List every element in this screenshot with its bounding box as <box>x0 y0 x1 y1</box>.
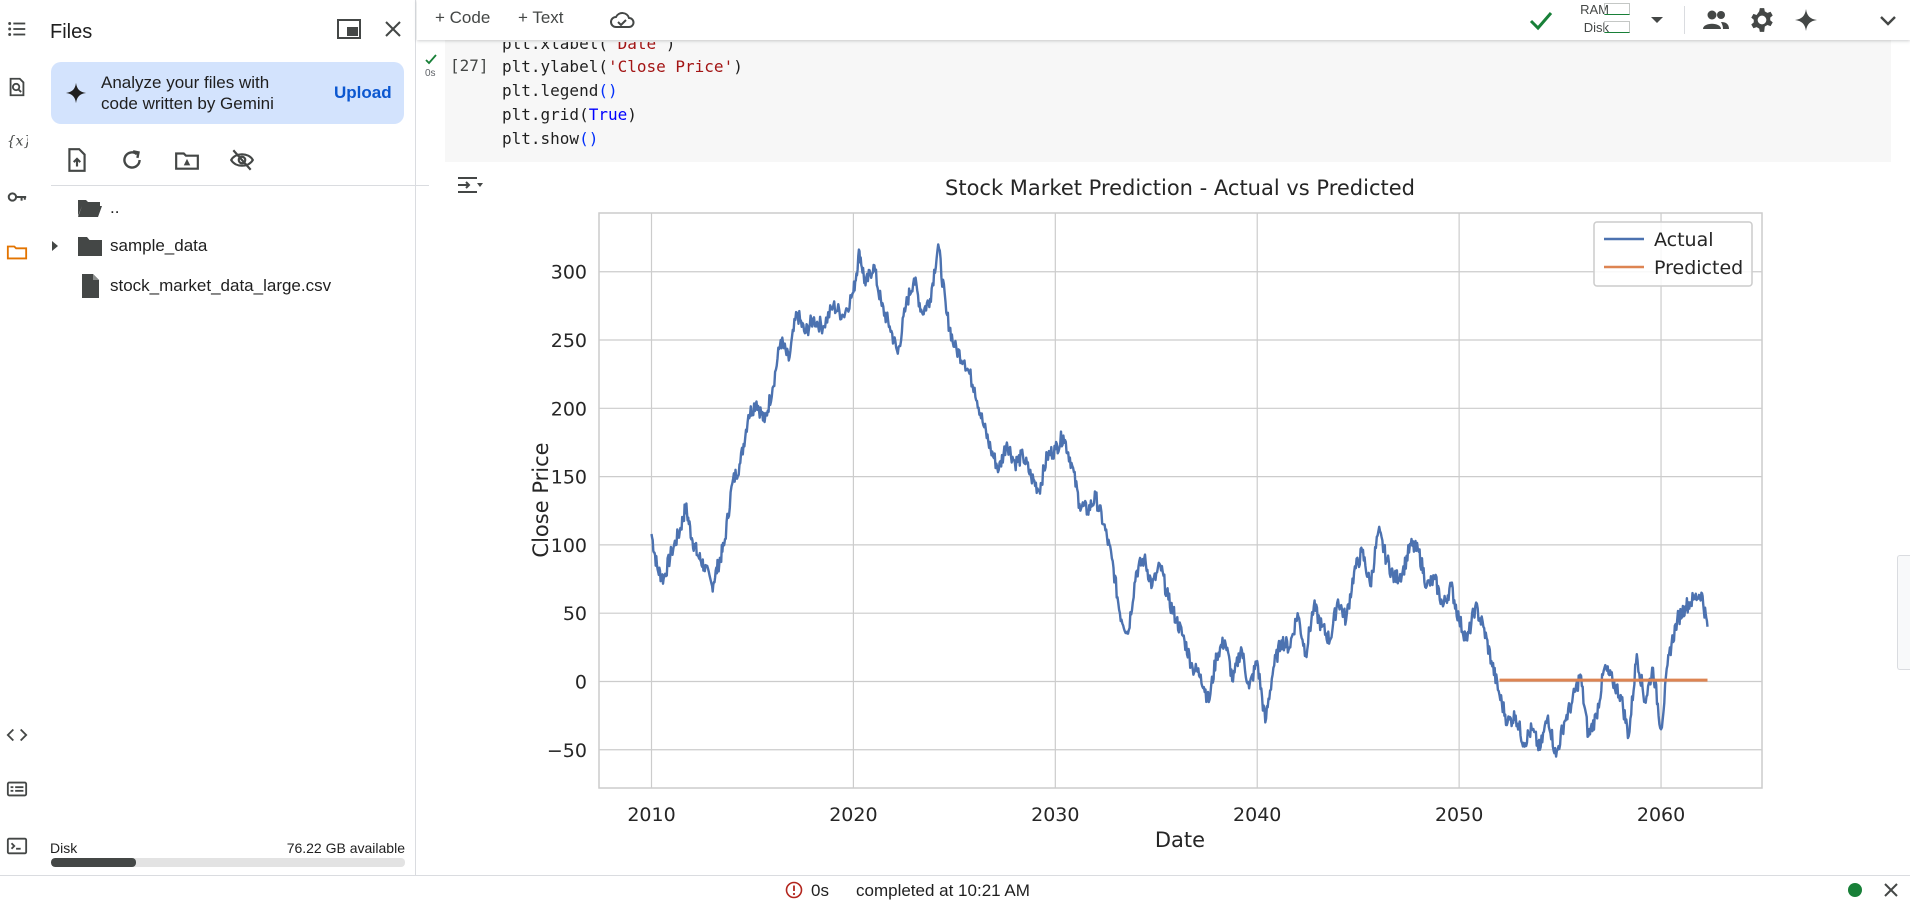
execution-count[interactable]: [27] <box>450 56 489 75</box>
chart-legend: Actual Predicted <box>1593 221 1753 287</box>
y-tick-label: 250 <box>551 330 587 352</box>
gear-icon[interactable] <box>1748 6 1776 34</box>
gemini-spark-icon <box>65 82 87 104</box>
x-tick-label: 2030 <box>1031 804 1079 826</box>
expand-caret-icon[interactable] <box>48 239 62 253</box>
table-of-contents-icon[interactable] <box>2 14 32 44</box>
ram-usage-sparkline <box>1604 3 1630 15</box>
scrollbar-thumb[interactable] <box>1897 555 1910 670</box>
disk-label-toolbar: Disk <box>1583 20 1609 35</box>
error-circle-icon[interactable] <box>785 881 803 899</box>
x-tick-label: 2050 <box>1435 804 1483 826</box>
x-tick-label: 2010 <box>627 804 675 826</box>
y-axis-label: Close Price <box>529 442 553 557</box>
status-bar: 0s completed at 10:21 AM <box>0 875 1910 902</box>
command-palette-icon[interactable] <box>2 774 32 804</box>
y-tick-label: 300 <box>551 262 587 284</box>
x-tick-label: 2020 <box>829 804 877 826</box>
secrets-key-icon[interactable] <box>2 182 32 212</box>
run-success-check-icon <box>425 54 437 65</box>
connection-status-dot <box>1848 883 1862 897</box>
status-run-time: 0s <box>811 881 829 900</box>
cloud-saved-icon[interactable] <box>608 6 636 34</box>
mount-drive-icon[interactable] <box>171 144 203 176</box>
tree-item-csv-file[interactable]: stock_market_data_large.csv <box>34 268 414 304</box>
add-text-button[interactable]: + Text <box>518 8 564 27</box>
y-tick-label: 50 <box>563 603 587 625</box>
chevron-down-icon[interactable] <box>1647 10 1667 30</box>
run-duration: 0s <box>425 68 436 79</box>
folder-icon[interactable] <box>2 237 32 267</box>
y-tick-label: 150 <box>551 467 587 489</box>
code-line[interactable]: plt.xlabel('Date') <box>502 34 676 53</box>
gemini-suggestion-card: Analyze your files with code written by … <box>51 62 404 124</box>
y-tick-label: −50 <box>547 740 587 762</box>
chart-title: Stock Market Prediction - Actual vs Pred… <box>945 176 1415 200</box>
upload-file-icon[interactable] <box>61 144 93 176</box>
disk-available: 76.22 GB available <box>286 840 405 856</box>
file-icon <box>82 274 99 298</box>
folder-icon <box>78 237 102 256</box>
left-rail: {x} <box>0 0 34 875</box>
x-tick-label: 2040 <box>1233 804 1281 826</box>
tree-item-label: stock_market_data_large.csv <box>110 276 332 295</box>
series-line-actual <box>650 243 1709 758</box>
gemini-spark-icon[interactable] <box>1792 6 1820 34</box>
legend-label-actual: Actual <box>1654 229 1714 251</box>
disk-usage-bar <box>51 858 405 867</box>
legend-label-predicted: Predicted <box>1654 257 1743 279</box>
status-message: completed at 10:21 AM <box>856 881 1030 900</box>
output-actions-icon[interactable] <box>455 170 485 200</box>
disk-label: Disk <box>50 840 78 856</box>
files-panel-title: Files <box>50 21 93 43</box>
upload-button[interactable]: Upload <box>334 83 392 102</box>
code-line[interactable]: plt.grid(True) <box>502 105 637 124</box>
code-line[interactable]: plt.show() <box>502 129 599 148</box>
tree-item-label: .. <box>110 198 120 217</box>
disk-usage-fill <box>51 858 136 867</box>
code-line[interactable]: plt.legend() <box>502 81 618 100</box>
files-divider <box>51 185 429 186</box>
tree-item-parent-folder[interactable]: .. <box>34 190 414 226</box>
x-tick-label: 2060 <box>1637 804 1685 826</box>
resource-labels[interactable]: RAM Disk <box>1565 1 1609 37</box>
plot-area <box>598 212 1763 789</box>
collapse-chevron-icon[interactable] <box>1874 6 1902 34</box>
hide-files-icon[interactable] <box>226 144 258 176</box>
connected-check-icon <box>1529 12 1553 31</box>
add-code-button[interactable]: + Code <box>435 8 491 27</box>
y-tick-label: 200 <box>551 398 587 420</box>
code-snippets-icon[interactable] <box>2 720 32 750</box>
ram-label: RAM <box>1580 2 1609 17</box>
code-line[interactable]: plt.ylabel('Close Price') <box>502 57 743 76</box>
notebook-toolbar: + Code + Text RAM Disk <box>417 0 1910 40</box>
toolbar-divider <box>1684 6 1685 34</box>
folder-open-icon <box>78 200 102 217</box>
refresh-icon[interactable] <box>116 144 148 176</box>
gemini-card-text: Analyze your files with code written by … <box>101 73 274 113</box>
tree-item-label: sample_data <box>110 236 208 255</box>
find-icon[interactable] <box>2 72 32 102</box>
x-axis-label: Date <box>1155 828 1205 852</box>
stock-prediction-chart: Stock Market Prediction - Actual vs Pred… <box>529 176 1763 852</box>
svg-text:{x}: {x} <box>7 134 28 150</box>
files-panel: Files Analyze your files with code writt… <box>34 0 429 875</box>
close-icon[interactable] <box>378 14 408 44</box>
variables-icon[interactable]: {x} <box>2 126 32 156</box>
terminal-icon[interactable] <box>2 831 32 861</box>
y-tick-label: 0 <box>575 671 587 693</box>
popout-window-icon[interactable] <box>334 14 364 44</box>
code-cell[interactable] <box>445 40 1891 162</box>
disk-usage-sparkline <box>1604 21 1630 33</box>
tree-item-sample-data[interactable]: sample_data <box>34 228 414 264</box>
y-tick-label: 100 <box>551 535 587 557</box>
share-users-icon[interactable] <box>1702 6 1730 34</box>
close-icon[interactable] <box>1882 881 1900 899</box>
